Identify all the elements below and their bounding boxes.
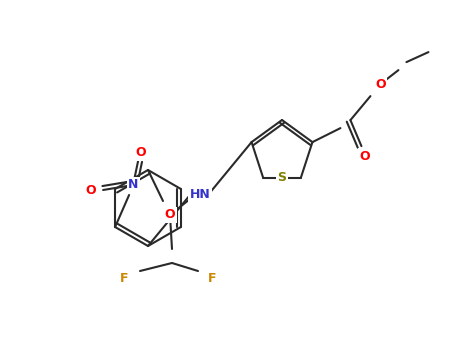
Text: O: O (359, 149, 370, 163)
Text: S: S (278, 172, 287, 184)
Text: F: F (120, 273, 128, 286)
Text: HN: HN (189, 188, 210, 201)
Text: O: O (165, 209, 175, 222)
Text: O: O (375, 78, 386, 91)
Text: O: O (136, 147, 147, 160)
Text: N: N (128, 178, 138, 191)
Text: F: F (208, 273, 216, 286)
Text: O: O (86, 183, 96, 196)
